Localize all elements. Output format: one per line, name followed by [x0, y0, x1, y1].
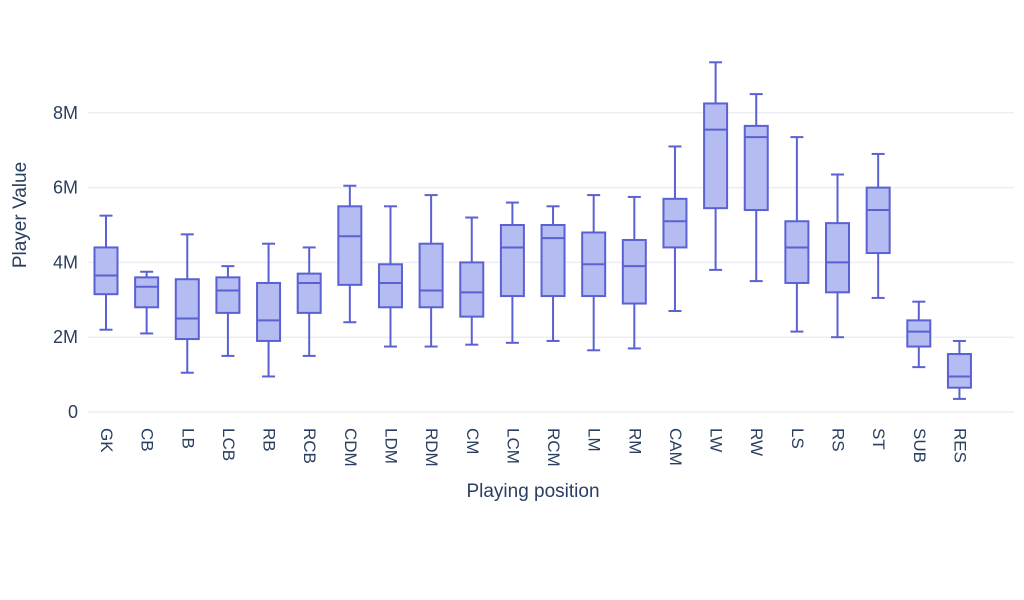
box-RS: RS — [825, 173, 851, 452]
box-LDM: LDM — [377, 205, 403, 464]
box-RCM: RCM — [540, 205, 566, 467]
iqr-box — [134, 276, 160, 309]
box-LW: LW — [703, 61, 729, 452]
x-category-label: GK — [97, 428, 116, 453]
box-RM: RM — [621, 195, 647, 454]
box-LCM: LCM — [499, 201, 525, 464]
x-category-label: LCB — [219, 428, 238, 461]
iqr-box — [499, 224, 525, 298]
x-category-label: RB — [260, 428, 279, 452]
box-RW: RW — [743, 93, 769, 456]
y-axis-title: Player Value — [10, 161, 31, 269]
box-ST: ST — [865, 152, 891, 450]
y-tick-label: 6M — [53, 178, 78, 198]
iqr-box — [662, 197, 688, 249]
box-LB: LB — [174, 233, 200, 449]
x-category-label: LS — [788, 428, 807, 449]
iqr-box — [743, 124, 769, 212]
x-category-label: RCB — [300, 428, 319, 464]
iqr-box — [418, 242, 444, 309]
box-CB: CB — [134, 270, 160, 452]
x-category-label: LCM — [503, 428, 522, 464]
iqr-box — [906, 319, 932, 348]
x-category-label: CM — [463, 428, 482, 454]
box-SUB: SUB — [906, 300, 932, 463]
iqr-box — [621, 238, 647, 305]
iqr-box — [377, 263, 403, 309]
iqr-box — [93, 246, 119, 296]
x-category-label: ST — [869, 428, 888, 450]
box-LM: LM — [581, 194, 607, 452]
x-category-label: LM — [585, 428, 604, 452]
box-RCB: RCB — [296, 246, 322, 464]
box-RES: RES — [946, 339, 972, 463]
iqr-box — [337, 205, 363, 286]
x-category-label: LB — [178, 428, 197, 449]
y-tick-label: 4M — [53, 252, 78, 272]
box-GK: GK — [93, 214, 119, 453]
iqr-box — [784, 220, 810, 284]
iqr-box — [296, 272, 322, 314]
box-LS: LS — [784, 136, 810, 449]
x-category-label: CB — [138, 428, 157, 452]
iqr-box — [825, 222, 851, 294]
box-LCB: LCB — [215, 265, 241, 461]
y-tick-label: 0 — [68, 402, 78, 422]
x-category-label: RW — [747, 428, 766, 456]
x-category-label: LW — [707, 428, 726, 452]
x-category-label: RES — [950, 428, 969, 463]
iqr-box — [703, 102, 729, 210]
box-RB: RB — [256, 242, 282, 452]
x-category-label: RCM — [544, 428, 563, 467]
box-RDM: RDM — [418, 194, 444, 467]
y-tick-label: 8M — [53, 103, 78, 123]
iqr-box — [174, 278, 200, 341]
x-category-label: CDM — [341, 428, 360, 467]
box-CDM: CDM — [337, 184, 363, 467]
iqr-box — [865, 186, 891, 255]
iqr-box — [540, 224, 566, 298]
iqr-box — [946, 353, 972, 389]
x-category-label: RM — [625, 428, 644, 454]
x-category-label: SUB — [910, 428, 929, 463]
iqr-box — [215, 276, 241, 314]
x-category-label: CAM — [666, 428, 685, 466]
x-category-label: LDM — [381, 428, 400, 464]
box-CAM: CAM — [662, 145, 688, 466]
x-category-label: RS — [829, 428, 848, 452]
x-axis-title: Playing position — [466, 481, 600, 502]
iqr-box — [256, 281, 282, 342]
iqr-box — [459, 261, 485, 318]
y-tick-label: 2M — [53, 327, 78, 347]
x-category-label: RDM — [422, 428, 441, 467]
box-CM: CM — [459, 216, 485, 454]
